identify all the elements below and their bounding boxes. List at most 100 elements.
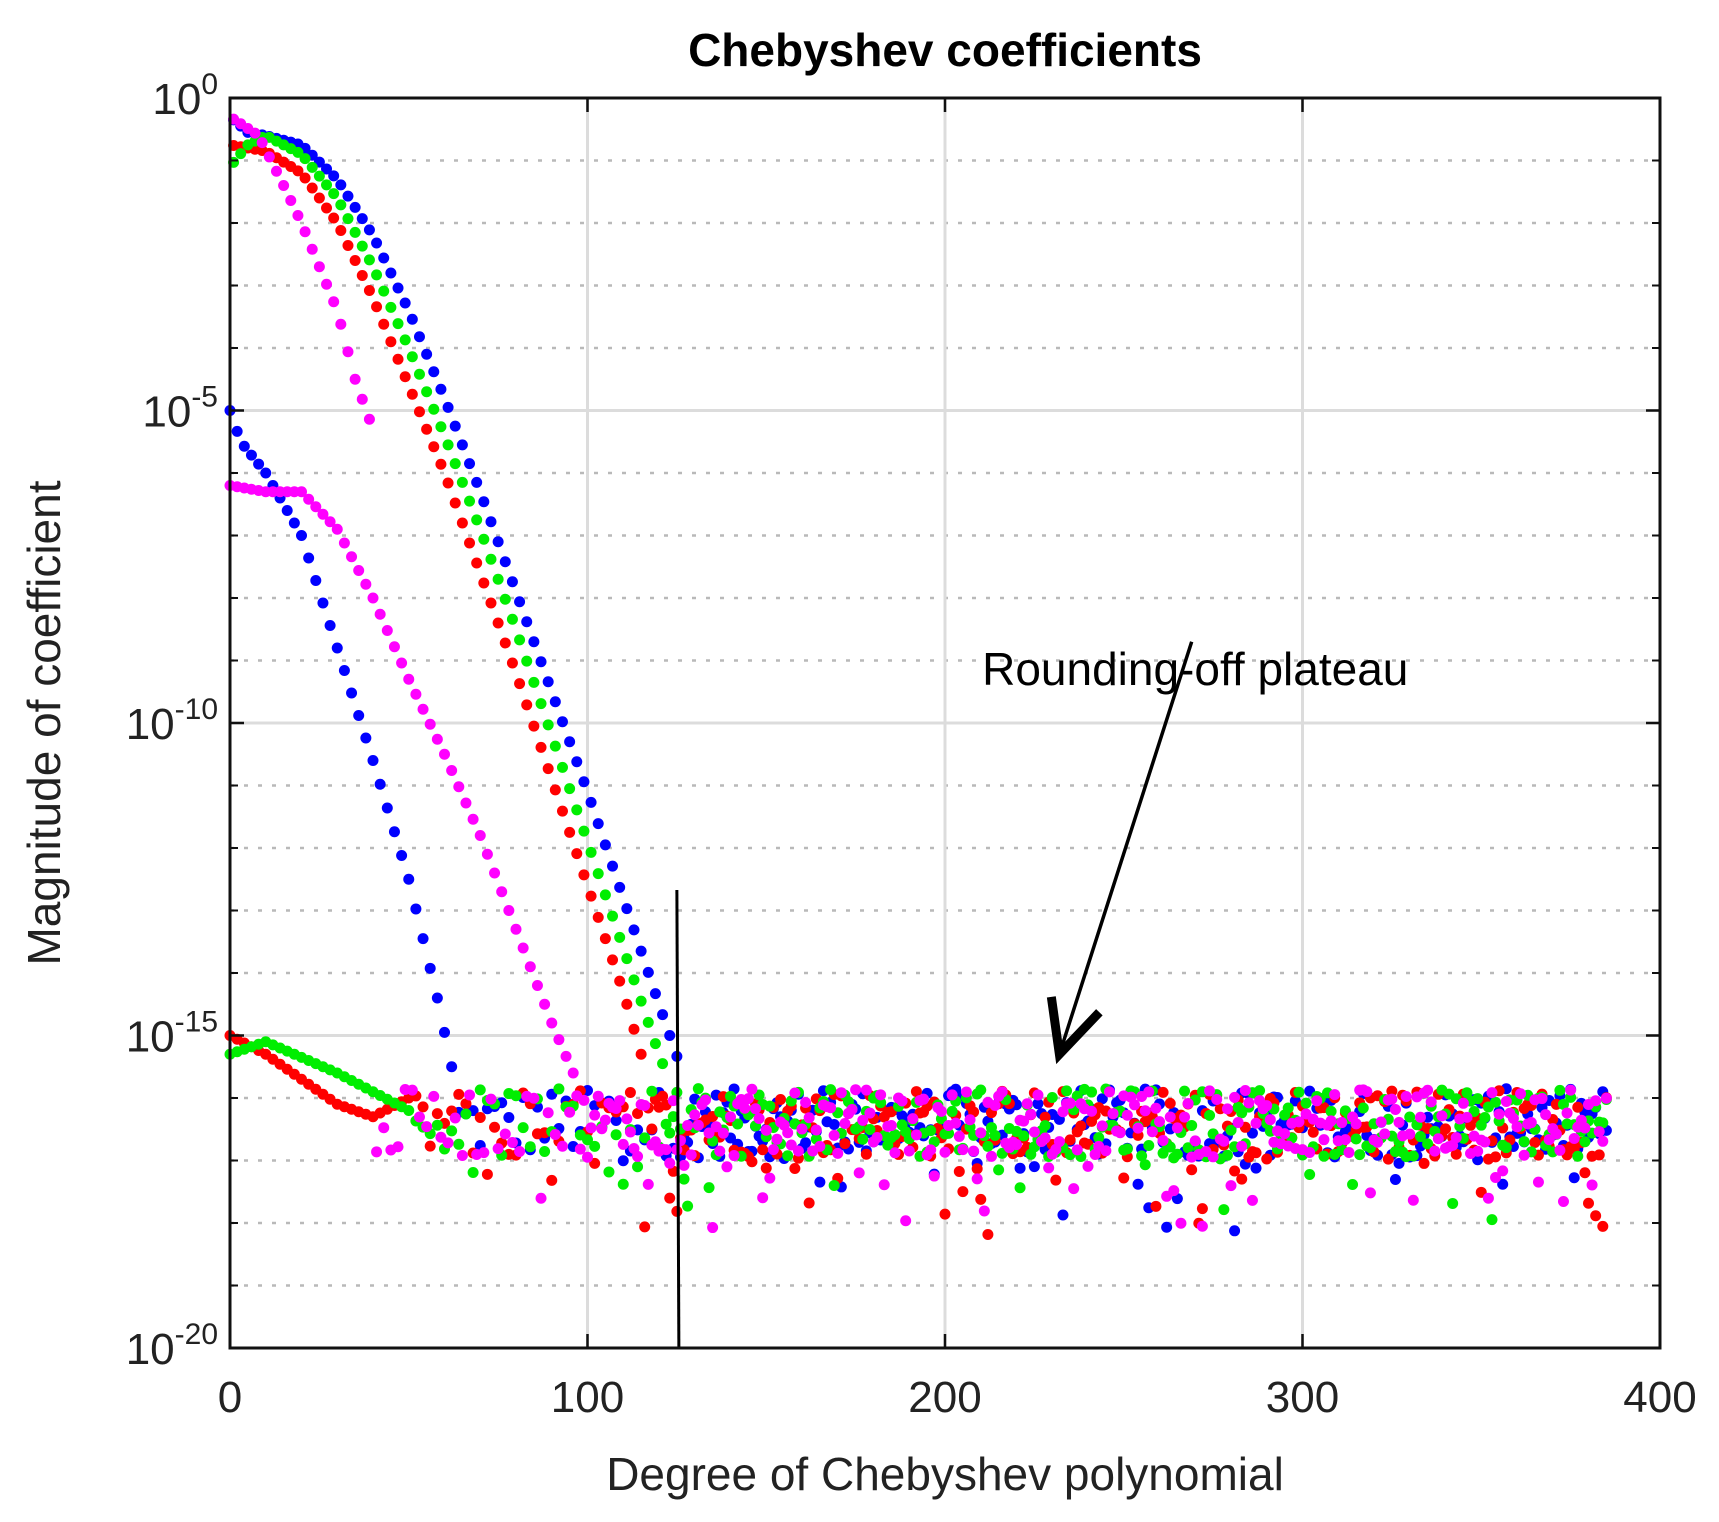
point-magenta [1561, 1107, 1573, 1119]
point-magenta [582, 1151, 593, 1163]
point-magenta [453, 781, 465, 793]
point-red [460, 1098, 472, 1110]
point-green [1061, 1085, 1073, 1097]
point-red [982, 1229, 994, 1241]
point-blue [378, 252, 390, 264]
point-blue [617, 1155, 629, 1167]
point-magenta [270, 165, 282, 177]
point-green [356, 240, 368, 252]
point-red [1186, 1164, 1198, 1176]
point-green [556, 761, 568, 773]
point-green [649, 1038, 661, 1050]
point-magenta [1146, 1126, 1158, 1138]
point-blue [338, 665, 350, 676]
tick-marks [228, 96, 1662, 1350]
point-magenta [853, 1167, 865, 1179]
point-green [642, 1016, 654, 1028]
point-blue [1032, 1098, 1044, 1110]
x-tick-label: 300 [1266, 1373, 1339, 1422]
point-green [342, 213, 354, 225]
point-blue [1028, 1161, 1040, 1173]
point-green [535, 698, 547, 710]
point-blue [424, 962, 436, 974]
point-magenta [374, 608, 386, 620]
point-magenta [392, 1141, 404, 1153]
point-magenta [918, 1093, 930, 1105]
point-blue [585, 796, 597, 808]
point-blue [1389, 1173, 1401, 1185]
point-magenta [1532, 1176, 1544, 1188]
point-green [378, 285, 390, 297]
point-green [1171, 1148, 1183, 1160]
point-magenta [1393, 1116, 1405, 1128]
point-magenta [1175, 1217, 1187, 1229]
point-green [1204, 1109, 1216, 1121]
point-blue [349, 201, 361, 213]
point-magenta [1261, 1100, 1273, 1112]
point-magenta [1189, 1135, 1201, 1147]
point-green [442, 439, 454, 451]
point-magenta [896, 1095, 908, 1107]
point-blue [392, 282, 404, 294]
point-red [499, 637, 511, 649]
point-red [424, 1140, 436, 1152]
point-magenta [381, 625, 393, 636]
point-magenta [750, 1103, 762, 1115]
point-red [546, 1174, 558, 1186]
point-green [1597, 1117, 1609, 1129]
point-blue [521, 616, 533, 628]
point-red [489, 1121, 501, 1133]
point-magenta [621, 1113, 633, 1125]
point-magenta [1225, 1180, 1237, 1192]
point-green [306, 161, 318, 173]
point-green [603, 1166, 615, 1178]
point-magenta [649, 1136, 661, 1148]
point-green [1182, 1142, 1194, 1154]
point-magenta [406, 1084, 418, 1096]
point-green [564, 783, 576, 795]
point-blue [406, 313, 418, 325]
point-magenta [960, 1086, 972, 1098]
point-green [989, 1129, 1001, 1141]
point-green [363, 254, 375, 266]
point-magenta [285, 195, 297, 206]
point-magenta [578, 1094, 590, 1106]
point-blue [564, 736, 576, 748]
point-blue [1132, 1178, 1144, 1190]
point-magenta [1100, 1145, 1112, 1157]
point-red [1572, 1101, 1584, 1113]
point-magenta [506, 1136, 518, 1148]
point-magenta [971, 1173, 983, 1185]
point-magenta [1482, 1192, 1494, 1204]
point-blue [503, 1112, 515, 1124]
point-blue [499, 556, 511, 568]
point-red [1490, 1151, 1502, 1163]
point-red [449, 497, 461, 509]
point-green [635, 995, 647, 1007]
point-magenta [585, 1122, 597, 1134]
point-green [478, 533, 490, 545]
point-red [585, 890, 597, 902]
point-magenta [592, 1090, 604, 1102]
point-blue [514, 596, 526, 608]
point-magenta [1372, 1136, 1384, 1148]
y-tick-label: 10-20 [126, 1318, 218, 1374]
point-blue [399, 297, 411, 309]
point-blue [628, 924, 640, 936]
point-green [542, 719, 554, 731]
point-magenta [1375, 1116, 1387, 1128]
point-magenta [864, 1107, 876, 1119]
point-red [757, 1144, 769, 1156]
point-red [474, 1111, 486, 1123]
point-red [1418, 1157, 1430, 1169]
point-magenta [517, 942, 529, 954]
point-red [1529, 1137, 1541, 1149]
point-magenta [710, 1121, 722, 1133]
point-magenta [928, 1170, 940, 1182]
point-green [667, 1111, 679, 1123]
point-magenta [439, 748, 450, 760]
point-red [363, 285, 375, 296]
point-red [646, 1123, 658, 1135]
point-red [839, 1138, 851, 1150]
point-green [1447, 1197, 1459, 1209]
